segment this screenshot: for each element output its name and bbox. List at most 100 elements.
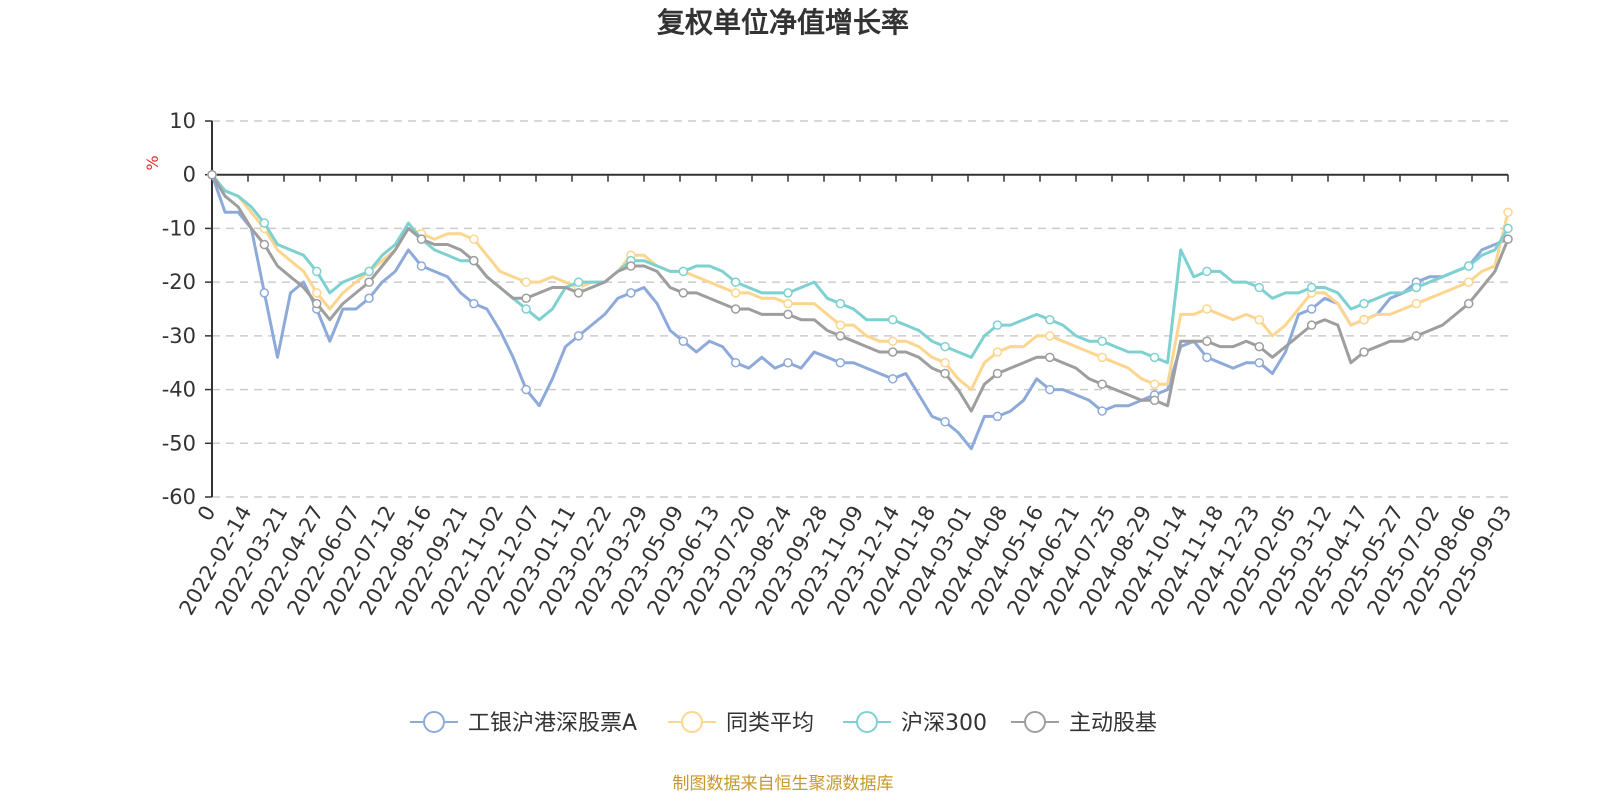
legend-label: 同类平均: [726, 711, 814, 736]
series-point: [1503, 207, 1513, 218]
series-point: [469, 255, 479, 266]
legend-marker: [423, 711, 445, 733]
series-point: [1097, 379, 1107, 389]
y-tick-label: -40: [162, 378, 196, 402]
series-point: [940, 357, 950, 368]
series-point: [1411, 282, 1422, 293]
series-point: [678, 336, 689, 346]
series-point: [573, 288, 584, 298]
series-point: [1097, 406, 1107, 416]
series-point: [416, 261, 427, 271]
series-point: [1463, 277, 1474, 287]
series-point: [311, 288, 322, 298]
series-point: [1149, 352, 1160, 363]
y-tick-label: 0: [183, 163, 196, 187]
series-point: [835, 320, 846, 330]
series-point: [626, 261, 636, 271]
series-point: [730, 357, 741, 368]
series-point: [207, 169, 217, 180]
series-point: [573, 277, 584, 287]
series-point: [940, 417, 950, 427]
y-tick-label: -50: [162, 431, 196, 455]
series-point: [1254, 314, 1265, 325]
series-point: [416, 234, 427, 244]
series-point: [1149, 379, 1160, 389]
series-point: [1359, 347, 1369, 357]
series-point: [259, 239, 270, 250]
series-point: [730, 288, 741, 298]
series-point: [1254, 341, 1265, 352]
series-point: [783, 298, 793, 309]
series-point: [521, 304, 531, 314]
legend-label: 沪深300: [901, 711, 987, 736]
grid-lines: [212, 120, 1508, 498]
series-point: [1254, 282, 1265, 293]
series-point: [364, 277, 374, 287]
series-point: [1202, 304, 1212, 314]
y-tick-label: -60: [162, 485, 196, 509]
series-point: [887, 347, 898, 357]
legend-label: 主动股基: [1069, 711, 1157, 736]
series-point: [1503, 223, 1513, 234]
series-point: [940, 368, 950, 379]
y-unit-label: %: [143, 155, 162, 170]
series-point: [678, 288, 689, 298]
series-point: [1463, 298, 1474, 309]
series-point: [1411, 298, 1422, 309]
series-point: [730, 304, 741, 314]
series-point: [1306, 304, 1317, 314]
series-point: [992, 320, 1003, 330]
series-point: [887, 314, 898, 325]
series-point: [573, 331, 584, 341]
series-point: [1359, 298, 1369, 309]
series-point: [469, 234, 479, 244]
series-point: [1359, 314, 1369, 325]
series-lines: [207, 169, 1513, 451]
series-point: [730, 277, 741, 287]
series-point: [1306, 282, 1317, 293]
series-point: [1045, 352, 1055, 363]
series-point: [783, 288, 793, 298]
series-point: [835, 331, 846, 341]
y-tick-label: -10: [162, 216, 196, 240]
series-point: [469, 298, 479, 309]
series-point: [1202, 336, 1212, 346]
series-point: [1097, 352, 1107, 363]
series-point: [259, 288, 270, 298]
series-point: [678, 266, 689, 277]
legend-marker: [1024, 711, 1046, 733]
legend-marker: [856, 711, 878, 733]
source-note: 制图数据来自恒生聚源数据库: [673, 774, 894, 794]
series-line: [210, 174, 1509, 451]
series-point: [1503, 234, 1513, 244]
series-point: [835, 298, 846, 309]
series-point: [940, 341, 950, 352]
series-point: [1254, 357, 1265, 368]
series-point: [364, 293, 374, 304]
series-point: [992, 347, 1003, 357]
x-tick-label: 0: [193, 502, 220, 526]
series-point: [1411, 331, 1422, 341]
series-point: [521, 277, 531, 287]
y-tick-label: -20: [162, 270, 196, 294]
chart-title: 复权单位净值增长率: [657, 6, 909, 39]
series-point: [1097, 336, 1107, 346]
series-point: [887, 336, 898, 346]
series-point: [1045, 384, 1055, 395]
series-point: [1202, 266, 1212, 277]
legend-label: 工银沪港深股票A: [468, 711, 637, 736]
legend: 工银沪港深股票A 同类平均 沪深300 主动股基: [410, 711, 1157, 736]
series-point: [887, 374, 898, 384]
series-point: [1045, 314, 1055, 325]
series-point: [1463, 261, 1474, 271]
series-line: [210, 173, 1510, 392]
y-tick-label: -30: [162, 324, 196, 348]
series-point: [626, 288, 636, 298]
series-point: [783, 357, 793, 368]
series-point: [1045, 331, 1055, 341]
series-point: [259, 218, 270, 228]
y-tick-label: 10: [169, 109, 196, 133]
series-point: [783, 309, 793, 320]
series-point: [1306, 320, 1317, 330]
